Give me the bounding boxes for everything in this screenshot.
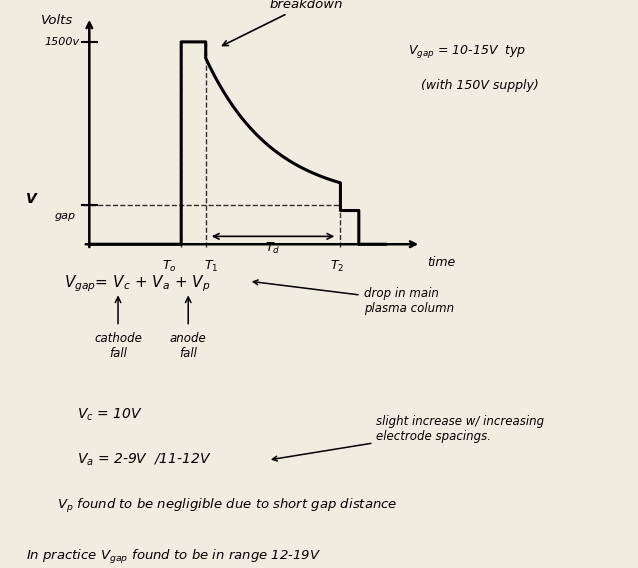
Text: $T_2$: $T_2$ (330, 258, 345, 274)
Text: anode
fall: anode fall (170, 332, 207, 360)
Text: time: time (427, 256, 456, 269)
Text: drop in main
plasma column: drop in main plasma column (253, 280, 454, 315)
Text: $T_1$: $T_1$ (204, 258, 218, 274)
Text: gap: gap (54, 211, 75, 222)
Text: $V_a$ = 2-9V  /11-12V: $V_a$ = 2-9V /11-12V (77, 452, 211, 468)
Text: V: V (26, 193, 36, 206)
Text: breakdown: breakdown (223, 0, 343, 45)
Text: cathode
fall: cathode fall (94, 332, 142, 360)
Text: $T_o$: $T_o$ (163, 258, 177, 274)
Text: $V_{gap}$ = 10-15V  typ: $V_{gap}$ = 10-15V typ (408, 43, 526, 60)
Text: slight increase w/ increasing
electrode spacings.: slight increase w/ increasing electrode … (272, 415, 545, 461)
Text: Volts: Volts (41, 14, 73, 27)
Text: $V_p$ found to be negligible due to short gap distance: $V_p$ found to be negligible due to shor… (57, 496, 398, 515)
Text: $V_{gap}$= $V_c$ + $V_a$ + $V_p$: $V_{gap}$= $V_c$ + $V_a$ + $V_p$ (64, 274, 210, 294)
Text: $T_d$: $T_d$ (265, 241, 281, 256)
Text: In practice $V_{gap}$ found to be in range 12-19V: In practice $V_{gap}$ found to be in ran… (26, 548, 321, 566)
Text: $V_c$ = 10V: $V_c$ = 10V (77, 407, 142, 423)
Text: 1500v: 1500v (45, 37, 80, 47)
Text: (with 150V supply): (with 150V supply) (421, 79, 539, 91)
